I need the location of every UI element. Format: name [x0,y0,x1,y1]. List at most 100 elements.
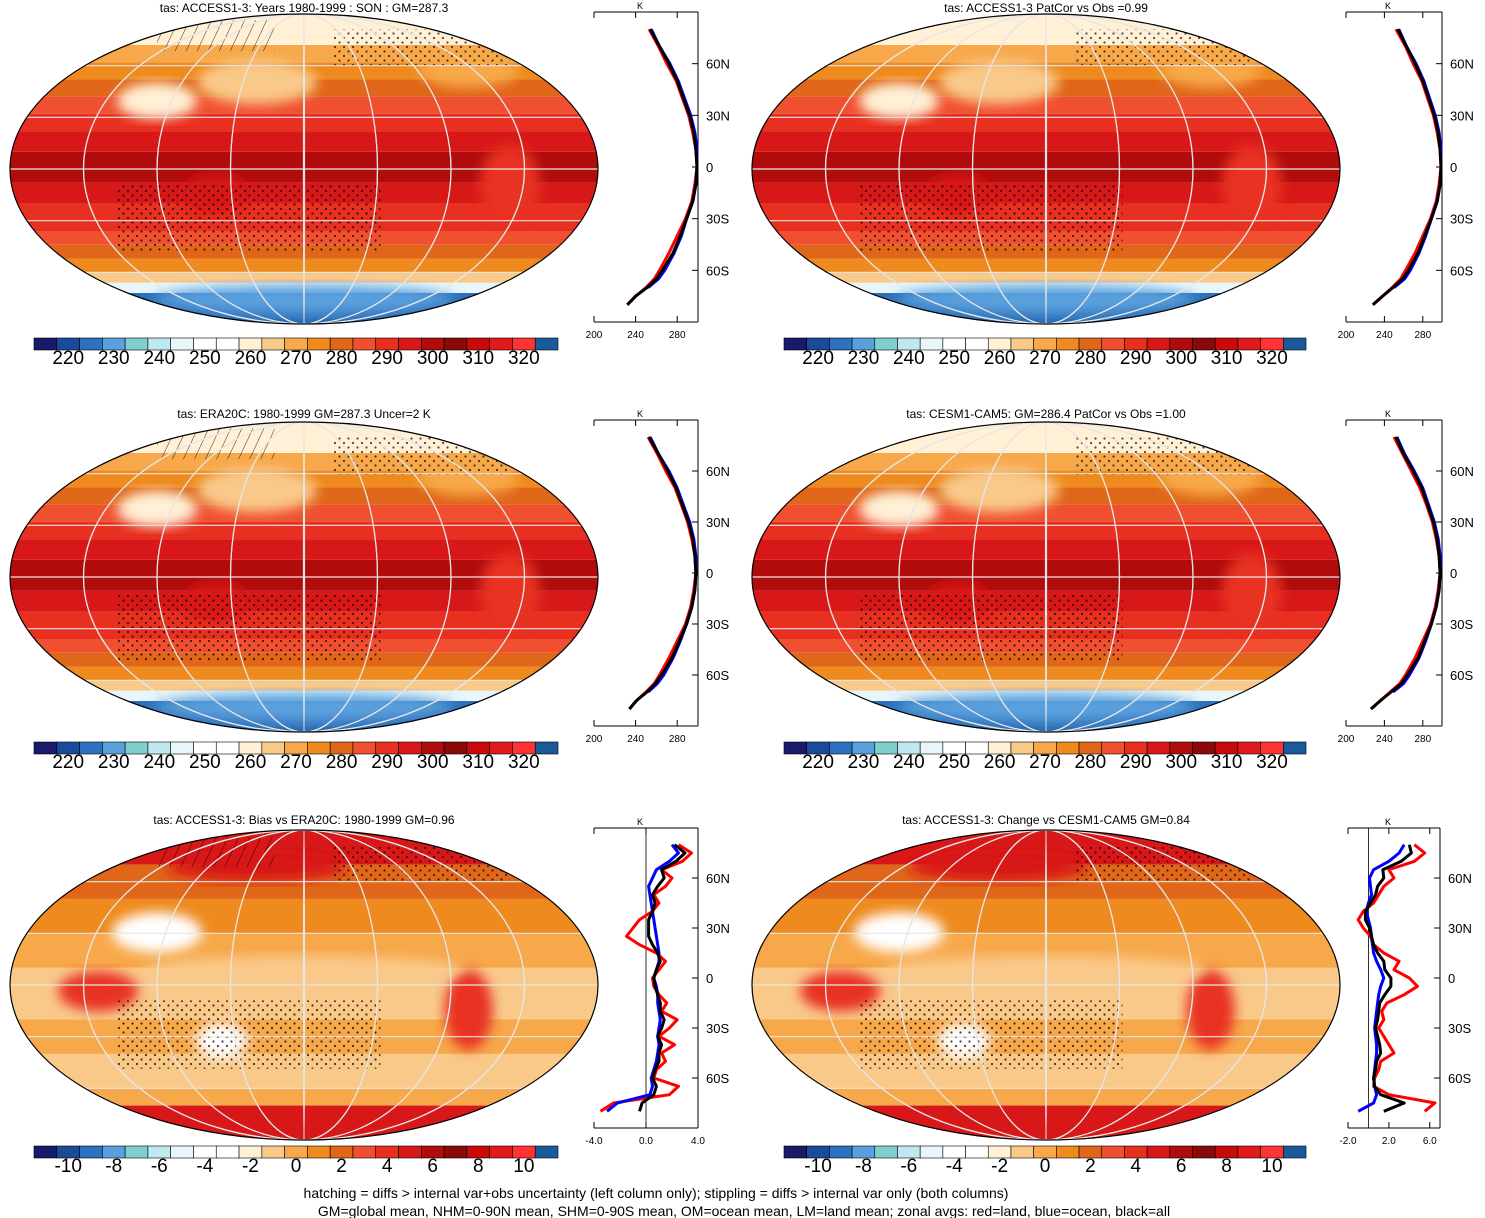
colorbar-swatch [79,1145,103,1159]
colorbar-swatch [1010,1145,1034,1159]
colorbar-swatch [1192,1145,1216,1159]
colorbar-swatch [33,1145,58,1159]
colorbar-tick-label: 260 [235,348,267,369]
panel-title: tas: ACCESS1-3: Bias vs ERA20C: 1980-199… [153,813,454,827]
zonal-x-tick-label: 240 [1376,330,1393,341]
zonal-x-tick-label: 280 [669,734,686,745]
footer-line-2: GM=global mean, NHM=0-90N mean, SHM=0-90… [318,1203,1170,1218]
meridian-line [82,830,526,1140]
map-body [10,830,598,1140]
zonal-units-label: K [637,1,643,11]
colorbar-tick-label: 270 [280,752,312,773]
zonal-lat-label: 30S [706,212,729,227]
colorbar-swatch [534,1145,559,1159]
colorbar-tick-label: 310 [462,752,494,773]
map-region [479,144,540,225]
map-outline [751,829,1341,1141]
zonal-x-tick-label: 240 [627,734,644,745]
meridian-line [971,14,1121,324]
zonal-series-all [1363,844,1413,1113]
zonal-lat-label: 30S [1448,1021,1471,1036]
zonal-lat-label: 30S [706,1021,729,1036]
colorbar-swatch [1283,337,1307,351]
meridian-line [229,422,379,732]
hatching [157,20,275,52]
footer-line-1: hatching = diffs > internal var+obs unce… [304,1185,1009,1201]
colorbar-tick-label: -2 [991,1156,1008,1177]
colorbar-tick-label: -10 [54,1156,81,1177]
zonal-x-tick-label: 240 [1376,734,1393,745]
colorbar-tick-label: 310 [1211,348,1243,369]
zonal-x-tick-label: 200 [586,330,603,341]
zonal-lat-label: 30N [706,515,730,530]
colorbar-tick-label: 300 [417,348,449,369]
map-region [938,60,1059,105]
colorbar-tick-label: 8 [473,1156,484,1177]
zonal-series-all [1370,436,1442,711]
map-region [938,468,1059,513]
zonal-x-tick-label: 200 [1338,330,1355,341]
map-region [859,490,939,527]
colorbar-tick-label: 220 [52,752,84,773]
zonal-x-tick-label: 0.0 [639,1136,653,1147]
map-region [854,912,944,953]
hatching [157,836,275,868]
zonal-x-tick-label: 200 [586,734,603,745]
colorbar-tick-label: 300 [1165,752,1197,773]
stippling [333,29,510,67]
colorbar-tick-label: 2 [1085,1156,1096,1177]
meridian-line [229,14,379,324]
colorbar-tick-label: 10 [1261,1156,1282,1177]
zonal-series-all [638,843,687,1112]
hatching [157,428,275,460]
zonal-x-tick-label: 6.0 [1423,1136,1437,1147]
zonal-lat-label: 0 [706,160,713,175]
colorbar-tick-label: 2 [336,1156,347,1177]
colorbar-tick-label: 230 [98,348,130,369]
stippling [1075,437,1252,475]
meridian-line [1044,422,1048,732]
colorbar-tick-label: 0 [1040,1156,1051,1177]
zonal-x-tick-label: 280 [1414,734,1431,745]
colorbar-tick-label: 260 [984,348,1016,369]
map-outline [751,421,1341,733]
colorbar-tick-label: 250 [938,348,970,369]
zonal-units-label: K [1385,1,1391,11]
zonal-mean-plot: K -2.0 2.0 6.0 60N 30N 0 30S 60S [1339,817,1471,1147]
meridian-line [1044,14,1048,324]
colorbar-tick-label: -4 [196,1156,213,1177]
zonal-lat-label: 60S [706,1071,729,1086]
stippling [857,184,1123,253]
colorbar-swatch [307,1145,331,1159]
zonal-lat-label: 30N [706,921,730,936]
colorbar-swatch [829,1145,853,1159]
colorbar-swatch [1237,1145,1261,1159]
panel-p4: tas: CESM1-CAM5: GM=286.4 PatCor vs Obs … [751,407,1474,773]
zonal-lat-label: 30N [1450,515,1474,530]
panel-title: tas: ACCESS1-3 PatCor vs Obs =0.99 [944,1,1148,15]
colorbar-tick-label: -8 [855,1156,872,1177]
colorbar-tick-label: 280 [1075,348,1107,369]
meridian-line [971,830,1121,1140]
zonal-lat-label: 30S [706,617,729,632]
colorbar-swatch [1283,741,1307,755]
meridian-line [156,422,452,732]
colorbar-tick-label: 4 [382,1156,393,1177]
colorbar-tick-label: 220 [52,348,84,369]
colorbar-tick-label: 230 [848,348,880,369]
zonal-x-tick-label: -4.0 [585,1136,603,1147]
colorbar-swatch [534,337,559,351]
map-region [1186,969,1235,1050]
colorbar-swatch [215,1145,240,1159]
meridian-line [156,14,452,324]
panel-p6: tas: ACCESS1-3: Change vs CESM1-CAM5 GM=… [751,813,1472,1177]
zonal-lat-label: 60S [1450,263,1473,278]
meridian-line [1044,830,1048,1140]
colorbar-tick-label: 0 [291,1156,302,1177]
zonal-lat-label: 30N [706,108,730,123]
meridian-line [302,14,306,324]
colorbar-tick-label: 220 [802,752,834,773]
meridian-line [898,14,1194,324]
colorbar-swatch [965,1145,989,1159]
